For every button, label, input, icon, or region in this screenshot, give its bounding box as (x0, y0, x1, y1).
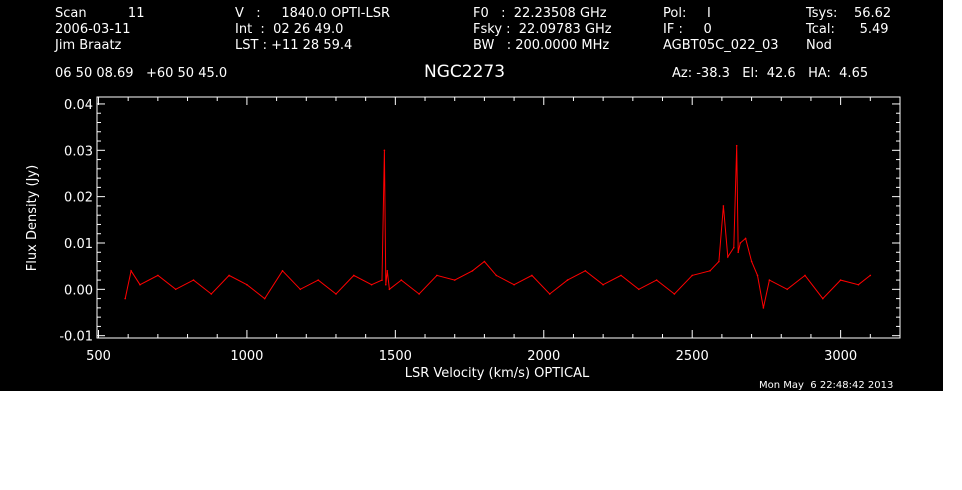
spectrum-point (335, 293, 337, 295)
spectrum-point (756, 274, 759, 277)
spectrum-point (495, 274, 498, 277)
x-tick-label: 2500 (676, 349, 709, 364)
spectrum-point (124, 297, 126, 300)
plot-timestamp: Mon May 6 22:48:42 2013 (759, 380, 894, 391)
spectrum-point (602, 283, 604, 286)
spectrum-point (744, 237, 747, 240)
x-tick-label: 2000 (527, 349, 560, 364)
spectrum-point (727, 256, 729, 258)
spectrum-point (531, 274, 533, 277)
spectrum-point (388, 288, 391, 291)
spectrum-series-line (124, 145, 871, 309)
spectrum-point (620, 274, 622, 277)
integration-time: Int : 02 26 49.0 (235, 22, 344, 37)
spectrum-point (174, 288, 177, 291)
spectrum-point (436, 274, 438, 277)
spectrum-point (513, 283, 515, 286)
observer-name: Jim Braatz (55, 38, 122, 53)
spectrum-point (718, 260, 720, 263)
x-axis-label: LSR Velocity (km/s) OPTICAL (405, 366, 590, 381)
spectrum-chart: 500 1000 1500 2000 2500 3000 -0.01 0.00 0.01 0.02… (25, 96, 901, 381)
spectrum-point (418, 293, 420, 295)
project-id: AGBT05C_022_03 (663, 38, 779, 53)
polarization: Pol: I (663, 6, 711, 21)
y-tick-label: -0.01 (59, 330, 93, 345)
plot-frame (96, 96, 901, 339)
spectrum-point (381, 279, 383, 281)
spectrum-point (139, 283, 141, 286)
spectrum-point (385, 283, 387, 286)
y-tick-label: 0.04 (64, 98, 93, 113)
x-tick-label: 1000 (230, 349, 263, 364)
spectrum-point (263, 297, 266, 300)
calibration-temperature: Tcal: 5.49 (806, 22, 889, 37)
axis-layer: 500 1000 1500 2000 2500 3000 -0.01 0.00 0.01 0.02… (59, 97, 901, 364)
az-el-ha: Az: -38.3 El: 42.6 HA: 4.65 (672, 66, 869, 81)
spectrum-point (192, 279, 195, 281)
spectrum-point (839, 279, 842, 281)
y-tick-label: 0.00 (64, 283, 93, 298)
spectrum-point (733, 246, 735, 249)
spectrum-point (737, 251, 739, 254)
spectrum-point (709, 270, 711, 272)
if-number: IF : 0 (663, 22, 712, 37)
spectrum-point (370, 283, 373, 286)
spectrum-point (762, 307, 765, 309)
y-tick-label: 0.01 (64, 237, 93, 252)
bandwidth: BW : 200.0000 MHz (473, 38, 610, 53)
spectrum-point (317, 279, 320, 281)
y-tick-label: 0.03 (64, 144, 93, 159)
spectrum-point (673, 293, 676, 295)
sky-frequency: Fsky : 22.09783 GHz (473, 22, 612, 37)
spectrum-point (750, 260, 753, 263)
spectrum-point (735, 144, 738, 147)
spectrum-point (739, 242, 742, 244)
spectrum-point (691, 274, 693, 277)
y-axis-label: Flux Density (Jy) (25, 165, 40, 271)
spectrum-point (453, 279, 456, 281)
spectrum-point (548, 293, 551, 295)
spectrum-point (299, 288, 302, 291)
x-tick-label: 500 (86, 349, 111, 364)
spectrum-point (130, 270, 132, 272)
spectrum-point (483, 260, 486, 263)
spectrum-point (869, 274, 872, 277)
spectrum-point (157, 274, 159, 277)
chart-title: NGC2273 (424, 62, 506, 82)
system-temperature: Tsys: 56.62 (806, 6, 892, 21)
x-tick-label: 1500 (379, 349, 412, 364)
spectrum-point (804, 274, 806, 277)
spectrum-point (246, 283, 248, 286)
spectrum-point (210, 293, 213, 295)
spectrum-point (386, 270, 389, 272)
spectrum-point (383, 149, 386, 152)
rest-frequency: F0 : 22.23508 GHz (473, 6, 607, 21)
spectrum-point (655, 279, 658, 281)
spectrum-point (584, 270, 587, 272)
series-layer (124, 144, 872, 309)
velocity-info: V : 1840.0 OPTI-LSR (235, 6, 391, 21)
observing-mode: Nod (806, 38, 832, 53)
lst-info: LST : +11 28 59.4 (235, 38, 353, 53)
spectrum-point (228, 274, 230, 277)
source-coordinates: 06 50 08.69 +60 50 45.0 (55, 66, 228, 81)
observation-date: 2006-03-11 (55, 22, 131, 37)
spectrum-point (768, 279, 771, 281)
spectrum-point (722, 205, 725, 207)
plot-panel: Scan 11 2006-03-11 Jim Braatz V : 1840.0… (0, 0, 943, 391)
spectrum-point (857, 283, 860, 286)
spectrum-point (471, 270, 474, 272)
spectrum-point (638, 288, 640, 291)
spectrum-point (566, 279, 569, 281)
spectrum-point (400, 279, 403, 281)
y-tick-label: 0.02 (64, 191, 93, 206)
x-tick-label: 3000 (824, 349, 857, 364)
spectrum-point (281, 270, 284, 272)
scan-number: Scan 11 (55, 6, 145, 21)
spectrum-point (786, 288, 788, 291)
spectrum-point (822, 297, 824, 300)
spectrum-point (353, 274, 355, 277)
